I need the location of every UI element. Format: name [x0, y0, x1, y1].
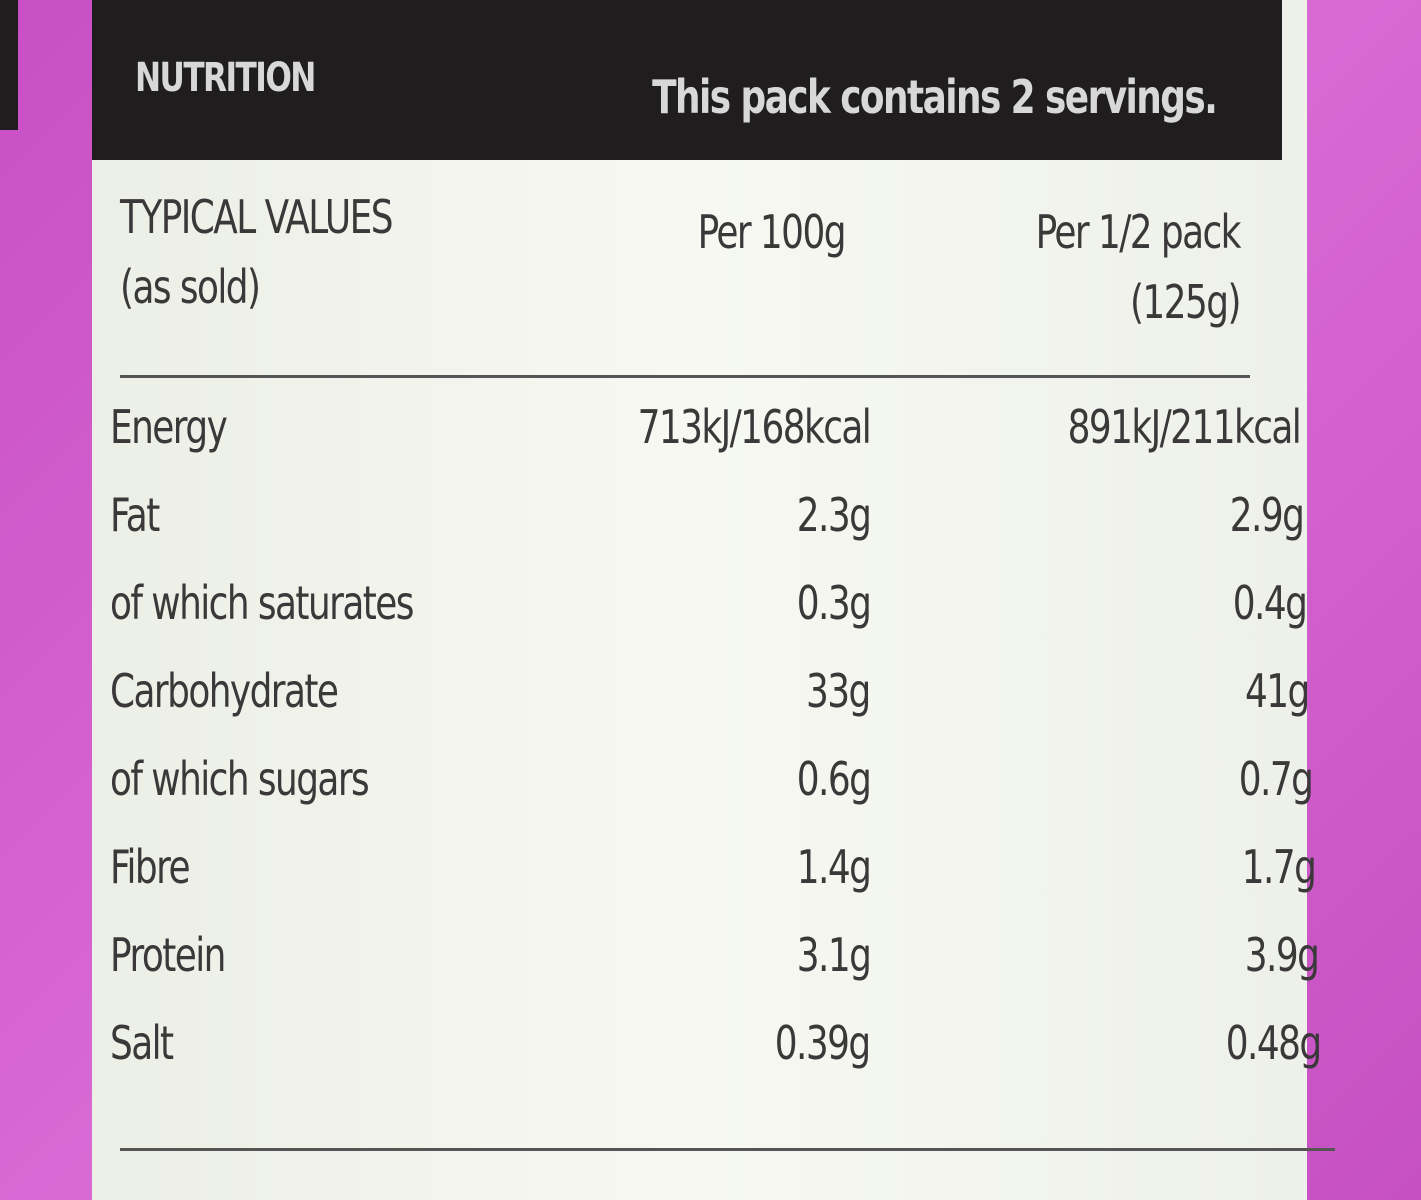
divider	[120, 1148, 1335, 1151]
column-header: (125g)	[1130, 275, 1241, 329]
nutrient-name: Energy	[110, 400, 228, 454]
nutrient-value: 891kJ/211kcal	[1067, 400, 1301, 454]
nutrient-name: Carbohydrate	[110, 664, 339, 718]
nutrient-value: 0.4g	[1232, 576, 1307, 630]
nutrient-value: 41g	[1245, 664, 1310, 718]
nutrient-name: Fibre	[110, 840, 191, 894]
column-header: TYPICAL VALUES	[120, 190, 393, 244]
nutrient-value: 2.3g	[796, 488, 871, 542]
nutrient-value: 1.7g	[1241, 840, 1316, 894]
label-panel	[92, 0, 1307, 1200]
title: NUTRITION	[135, 55, 316, 101]
nutrient-value: 0.3g	[796, 576, 871, 630]
nutrient-value: 0.7g	[1238, 752, 1313, 806]
nutrient-value: 0.48g	[1226, 1016, 1322, 1070]
column-header: Per 100g	[697, 205, 847, 259]
nutrient-name: of which sugars	[110, 752, 370, 806]
column-header: (as sold)	[120, 260, 261, 314]
nutrient-value: 0.39g	[775, 1016, 871, 1070]
nutrient-value: 713kJ/168kcal	[637, 400, 871, 454]
nutrient-value: 0.6g	[796, 752, 871, 806]
nutrient-name: Salt	[110, 1016, 174, 1070]
nutrient-name: of which saturates	[110, 576, 414, 630]
nutrient-value: 3.9g	[1244, 928, 1319, 982]
nutrient-value: 1.4g	[796, 840, 871, 894]
nutrient-value: 2.9g	[1229, 488, 1304, 542]
nutrient-value: 33g	[806, 664, 871, 718]
edge-strip	[0, 0, 18, 130]
nutrient-name: Protein	[110, 928, 226, 982]
nutrient-value: 3.1g	[796, 928, 871, 982]
divider	[120, 375, 1250, 378]
column-header: Per 1/2 pack	[1035, 205, 1242, 259]
servings-note: This pack contains 2 servings.	[651, 70, 1218, 124]
header-band	[92, 0, 1282, 160]
nutrient-name: Fat	[110, 488, 160, 542]
